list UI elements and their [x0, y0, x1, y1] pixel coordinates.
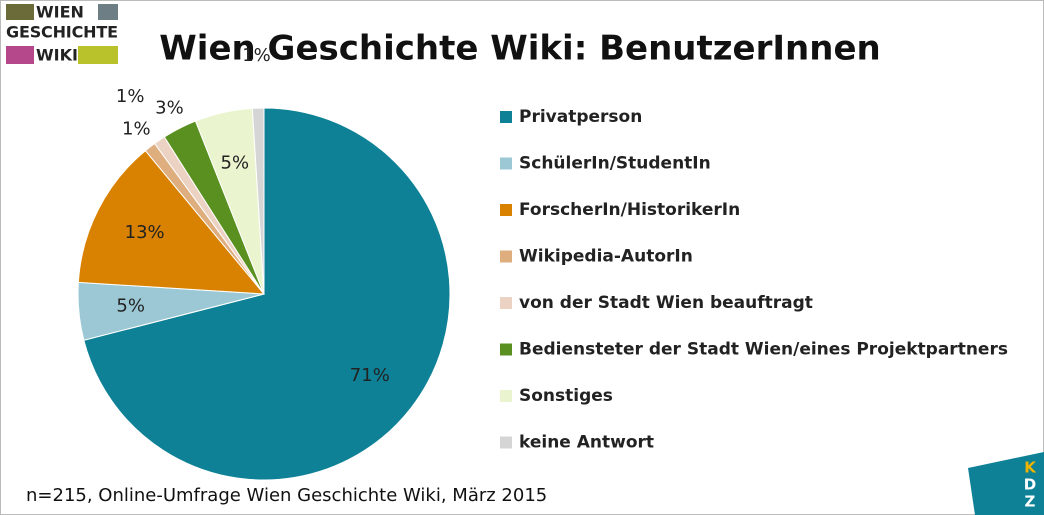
- logo: WIEN GESCHICHTE WIKI: [6, 3, 118, 65]
- logo-text: GESCHICHTE: [6, 23, 118, 42]
- corner-logo-text: Z: [1025, 493, 1036, 511]
- corner-logo-shape: [968, 452, 1044, 515]
- data-label: 5%: [221, 152, 250, 173]
- corner-logo-text: K: [1024, 459, 1037, 477]
- pie-slice: [83, 107, 451, 481]
- legend-swatch: [500, 297, 512, 309]
- data-label: 13%: [125, 222, 165, 243]
- data-label: 1%: [122, 118, 151, 139]
- legend-label: ForscherIn/HistorikerIn: [519, 200, 740, 220]
- legend-label: von der Stadt Wien beauftragt: [519, 293, 813, 313]
- pie-slice: [77, 149, 266, 295]
- logo-block: [6, 46, 34, 64]
- legend-label: Privatperson: [519, 107, 642, 127]
- legend-swatch: [500, 111, 512, 123]
- corner-logo: K D Z: [968, 452, 1044, 515]
- chart-title: Wien Geschichte Wiki: BenutzerInnen: [159, 29, 880, 69]
- data-label: 1%: [242, 45, 271, 66]
- legend-label: Wikipedia-AutorIn: [519, 247, 693, 267]
- logo-block: [6, 4, 34, 20]
- legend-swatch: [500, 390, 512, 402]
- logo-block: [98, 4, 118, 20]
- legend-swatch: [500, 157, 512, 170]
- legend-label: keine Antwort: [519, 433, 654, 453]
- data-label: 3%: [155, 97, 184, 118]
- logo-block: [78, 46, 118, 64]
- legend-swatch: [500, 204, 512, 216]
- legend-swatch: [500, 343, 512, 356]
- legend-label: SchülerIn/StudentIn: [519, 154, 711, 174]
- pie-slice: [251, 107, 265, 295]
- data-label: 5%: [116, 296, 145, 317]
- legend-label: Sonstiges: [519, 386, 613, 406]
- logo-text: WIKI: [36, 46, 78, 65]
- legend-label: Bediensteter der Stadt Wien/eines Projek…: [519, 340, 1008, 360]
- corner-logo-text: D: [1024, 476, 1036, 494]
- data-label: 71%: [350, 365, 390, 386]
- legend-swatch: [500, 250, 512, 263]
- logo-text: WIEN: [36, 3, 84, 22]
- note: n=215, Online-Umfrage Wien Geschichte Wi…: [26, 485, 547, 506]
- data-label: 1%: [116, 86, 145, 107]
- legend-swatch: [500, 436, 512, 449]
